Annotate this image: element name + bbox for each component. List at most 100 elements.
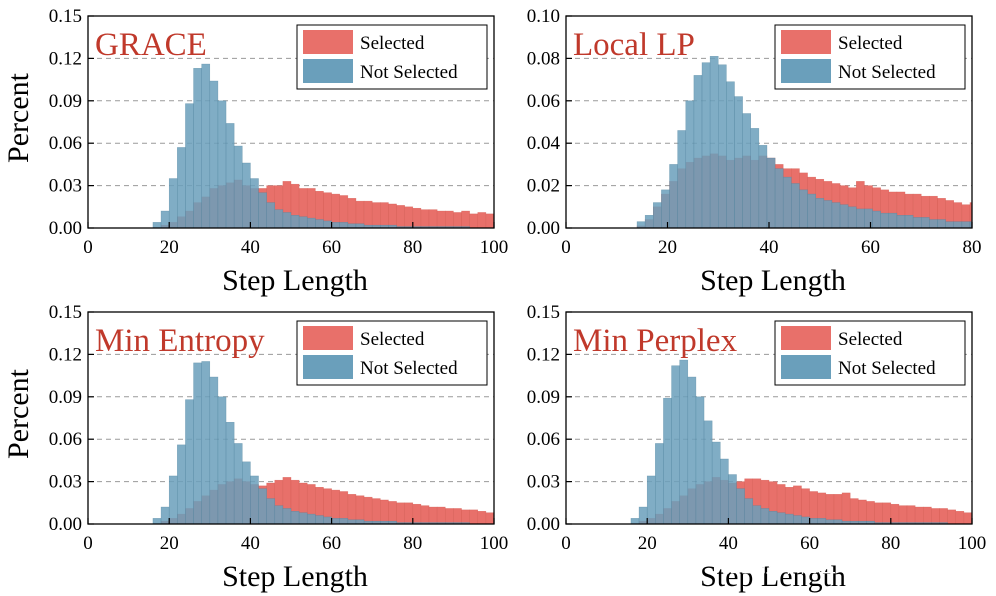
bar-not-selected — [306, 217, 316, 229]
bar-not-selected — [864, 208, 873, 229]
legend-label: Selected — [838, 329, 903, 350]
y-tick-label: 0.15 — [49, 302, 82, 323]
panel-title: Min Entropy — [95, 323, 265, 359]
legend-label: Not Selected — [360, 62, 458, 83]
bar-selected — [420, 505, 430, 525]
y-tick-label: 0.03 — [49, 472, 82, 493]
x-tick-label: 0 — [83, 533, 93, 554]
bar-not-selected — [839, 204, 849, 229]
bar-selected — [914, 506, 924, 525]
y-tick-label: 0.09 — [527, 387, 560, 408]
bar-not-selected — [638, 506, 648, 525]
bar-not-selected — [744, 498, 754, 525]
chart-panel-3: 0 20 40 60 80 100 0.00 0.03 0.06 0.09 0.12 0.15 Step… — [2, 302, 508, 593]
x-tick-label: 80 — [403, 237, 422, 258]
bar-not-selected — [266, 498, 276, 525]
legend-swatch-not-selected — [303, 59, 353, 83]
legend-swatch-not-selected — [781, 355, 831, 379]
bar-not-selected — [791, 183, 800, 229]
bar-selected — [923, 506, 932, 525]
bar-selected — [404, 206, 414, 229]
bar-not-selected — [274, 505, 284, 525]
watermark: 掘金技术社区 @ AICAT — [722, 555, 922, 577]
bar-selected — [882, 502, 892, 525]
y-tick-label: 0.12 — [527, 344, 560, 365]
bar-selected — [906, 505, 916, 525]
panel-title: GRACE — [95, 27, 207, 63]
legend-swatch-not-selected — [781, 59, 831, 83]
bar-not-selected — [298, 512, 308, 525]
bar-selected — [461, 210, 470, 229]
bar-selected — [485, 512, 495, 525]
bar-not-selected — [734, 96, 743, 229]
bar-not-selected — [711, 441, 721, 525]
bar-not-selected — [896, 215, 906, 229]
x-tick-label: 20 — [638, 533, 657, 554]
y-tick-label: 0.02 — [527, 176, 560, 197]
bar-not-selected — [793, 515, 802, 525]
bar-selected — [849, 498, 859, 525]
bar-not-selected — [644, 215, 654, 229]
x-tick-label: 40 — [760, 237, 779, 258]
bar-not-selected — [768, 511, 778, 525]
bar-selected — [428, 209, 438, 229]
chart-panel-2: 0 20 40 60 80 0.00 0.02 0.04 0.06 0.08 0.10 Step Le… — [527, 6, 982, 297]
bar-not-selected — [774, 168, 784, 229]
bar-not-selected — [315, 219, 324, 229]
bar-not-selected — [225, 123, 235, 229]
bar-not-selected — [815, 198, 825, 229]
axes-frame — [565, 311, 973, 525]
bar-not-selected — [177, 444, 186, 525]
bar-not-selected — [701, 62, 711, 229]
bar-not-selected — [703, 420, 713, 525]
panel-title: Local LP — [573, 27, 695, 63]
bar-not-selected — [242, 461, 251, 525]
legend-swatch-selected — [303, 326, 353, 350]
x-tick-label: 0 — [561, 533, 571, 554]
bar-selected — [388, 501, 397, 525]
panel-title: Min Perplex — [573, 323, 738, 359]
bar-not-selected — [646, 475, 656, 525]
bar-not-selected — [953, 221, 963, 229]
bar-not-selected — [209, 80, 219, 229]
bar-not-selected — [653, 202, 662, 229]
bar-not-selected — [282, 212, 292, 229]
bar-not-selected — [201, 361, 211, 525]
bar-not-selected — [217, 100, 227, 229]
bar-not-selected — [306, 513, 316, 525]
chart-panel-4: 0 20 40 60 80 100 0.00 0.03 0.06 0.09 0.12 0.15 Step… — [527, 302, 987, 593]
bar-not-selected — [750, 128, 760, 229]
bar-not-selected — [695, 396, 705, 525]
bar-selected — [477, 511, 487, 525]
bar-selected — [428, 506, 438, 525]
x-tick-label: 20 — [658, 237, 677, 258]
bar-selected — [412, 207, 422, 229]
bar-selected — [477, 212, 487, 229]
bar-not-selected — [766, 157, 776, 229]
x-tick-label: 100 — [958, 533, 987, 554]
y-tick-label: 0.09 — [49, 91, 82, 112]
bar-selected — [453, 212, 462, 229]
bar-selected — [396, 502, 405, 525]
bar-not-selected — [663, 397, 672, 525]
y-axis-title: Percent — [2, 368, 35, 459]
bar-not-selected — [758, 145, 768, 229]
y-tick-label: 0.10 — [527, 6, 560, 27]
bar-not-selected — [817, 518, 827, 525]
y-tick-label: 0.12 — [49, 48, 82, 69]
bar-not-selected — [937, 219, 946, 229]
bar-not-selected — [799, 189, 808, 229]
y-axis-title: Percent — [2, 72, 35, 163]
x-tick-label: 80 — [403, 533, 422, 554]
bar-selected — [420, 209, 430, 229]
bar-not-selected — [671, 365, 680, 525]
bar-not-selected — [201, 63, 211, 229]
bar-not-selected — [233, 443, 243, 525]
bar-not-selected — [888, 212, 898, 229]
bar-not-selected — [677, 130, 687, 229]
bar-selected — [445, 508, 454, 525]
y-tick-label: 0.15 — [527, 302, 560, 323]
bar-selected — [963, 512, 973, 525]
bar-not-selected — [655, 443, 664, 525]
bar-not-selected — [776, 512, 786, 525]
